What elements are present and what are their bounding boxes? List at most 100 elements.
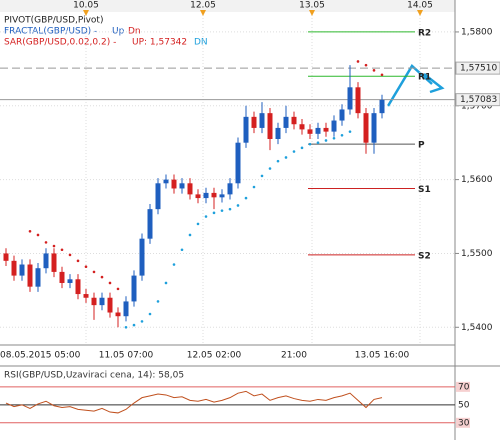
candle-body bbox=[171, 179, 177, 189]
sar-dot bbox=[340, 134, 344, 137]
candle-body bbox=[211, 192, 217, 198]
sar-dot bbox=[284, 156, 288, 159]
pivot-label: R1 bbox=[418, 73, 431, 83]
date-strip bbox=[0, 0, 455, 12]
legend-pivot: PIVOT(GBP/USD,Pivot) bbox=[4, 16, 103, 26]
sar-dot bbox=[228, 207, 232, 211]
rsi-tick-bg bbox=[456, 399, 470, 410]
candle-body bbox=[67, 279, 73, 283]
y-tick-label: 1,5600 bbox=[461, 175, 493, 185]
legend-sar-dn: DN bbox=[194, 38, 208, 48]
rsi-tick-bg bbox=[456, 381, 470, 392]
price-tag-label: 1,57510 bbox=[460, 64, 497, 74]
sar-dot bbox=[164, 281, 168, 285]
candle-body bbox=[371, 113, 377, 143]
pivot-label: S1 bbox=[418, 185, 431, 195]
sar-dot bbox=[108, 281, 112, 285]
day-marker-label: 14.05 bbox=[407, 1, 433, 11]
sar-dot bbox=[60, 248, 64, 252]
rsi-line bbox=[5, 390, 383, 414]
x-tick-label: 08.05.2015 05:00 bbox=[0, 351, 81, 361]
sar-dot bbox=[132, 323, 136, 327]
candle-body bbox=[187, 183, 193, 195]
x-tick-label: 12.05 02:00 bbox=[187, 351, 242, 361]
sar-dot bbox=[372, 69, 376, 72]
candle-body bbox=[299, 124, 305, 130]
candle-body bbox=[315, 127, 321, 134]
candle-body bbox=[43, 253, 49, 269]
candle-body bbox=[179, 183, 185, 189]
candle-body bbox=[51, 253, 57, 272]
candle-body bbox=[331, 120, 337, 132]
candle-body bbox=[163, 179, 169, 184]
candle-body bbox=[291, 116, 297, 125]
rsi-label: RSI(GBP/USD,Uzaviraci cena, 14): 58,05 bbox=[4, 371, 184, 381]
candle-body bbox=[219, 194, 225, 198]
sar-dot bbox=[68, 253, 72, 257]
candle-body bbox=[35, 268, 41, 287]
candle-body bbox=[379, 99, 385, 114]
sar-dot bbox=[28, 229, 32, 233]
day-marker-label: 10.05 bbox=[73, 1, 99, 11]
candle-body bbox=[3, 253, 9, 261]
candle-body bbox=[243, 116, 249, 143]
x-tick-label: 21:00 bbox=[281, 351, 307, 361]
candle-body bbox=[131, 275, 137, 302]
sar-dot bbox=[356, 60, 360, 63]
sar-dot bbox=[44, 241, 48, 244]
y-tick-label: 1,5700 bbox=[461, 101, 493, 111]
price-tag bbox=[455, 61, 500, 75]
sar-dot bbox=[212, 211, 216, 215]
sar-dot bbox=[172, 263, 176, 266]
candle-body bbox=[355, 87, 361, 114]
candle-body bbox=[347, 87, 353, 110]
day-marker bbox=[309, 10, 315, 16]
day-marker bbox=[417, 10, 423, 16]
legend-sar: SAR(GBP/USD,0.02,0.2) - bbox=[4, 38, 116, 48]
sar-dot bbox=[308, 142, 312, 146]
rsi-tick-bg bbox=[456, 417, 470, 428]
sar-dot bbox=[116, 287, 120, 291]
sar-dot bbox=[196, 222, 200, 226]
candle-body bbox=[195, 194, 201, 199]
day-marker bbox=[83, 10, 89, 16]
rsi-tick-label: 70 bbox=[458, 382, 470, 392]
sar-dot bbox=[364, 63, 368, 67]
sar-dot bbox=[156, 300, 160, 303]
candle-body bbox=[123, 301, 129, 317]
candle-body bbox=[147, 209, 153, 239]
candle-body bbox=[251, 116, 257, 128]
sar-dot bbox=[188, 233, 192, 237]
day-marker bbox=[200, 10, 206, 16]
candle-body bbox=[283, 116, 289, 128]
x-tick-label: 11.05 07:00 bbox=[99, 351, 154, 361]
sar-dot bbox=[76, 259, 80, 263]
day-marker-label: 12.05 bbox=[190, 1, 216, 11]
legend-fractal-dn: Dn bbox=[128, 27, 141, 37]
sar-dot bbox=[140, 320, 144, 323]
price-tag-label: 1,57083 bbox=[460, 95, 497, 105]
x-tick-label: 13.05 16:00 bbox=[355, 351, 410, 361]
y-tick-label: 1,5500 bbox=[461, 249, 493, 259]
sar-dot bbox=[300, 146, 304, 150]
day-marker-label: 13.05 bbox=[299, 1, 325, 11]
candle-body bbox=[115, 312, 121, 317]
candle-body bbox=[235, 142, 241, 184]
candle-body bbox=[27, 264, 33, 287]
sar-dot bbox=[36, 233, 40, 237]
sar-dot bbox=[260, 174, 264, 178]
candle-body bbox=[99, 297, 105, 306]
sar-dot bbox=[332, 136, 336, 140]
legend-sar-up: UP: 1,57342 bbox=[132, 38, 187, 48]
legend-fractal: FRACTAL(GBP/USD) - bbox=[4, 27, 97, 37]
candle-body bbox=[59, 271, 65, 283]
pivot-label: S2 bbox=[418, 251, 431, 261]
candle-body bbox=[75, 279, 81, 295]
candle-body bbox=[259, 113, 265, 128]
candle-body bbox=[139, 238, 145, 276]
sar-dot bbox=[220, 209, 224, 212]
rsi-tick-label: 50 bbox=[458, 400, 470, 410]
sar-dot bbox=[84, 265, 88, 269]
candle-body bbox=[339, 109, 345, 121]
